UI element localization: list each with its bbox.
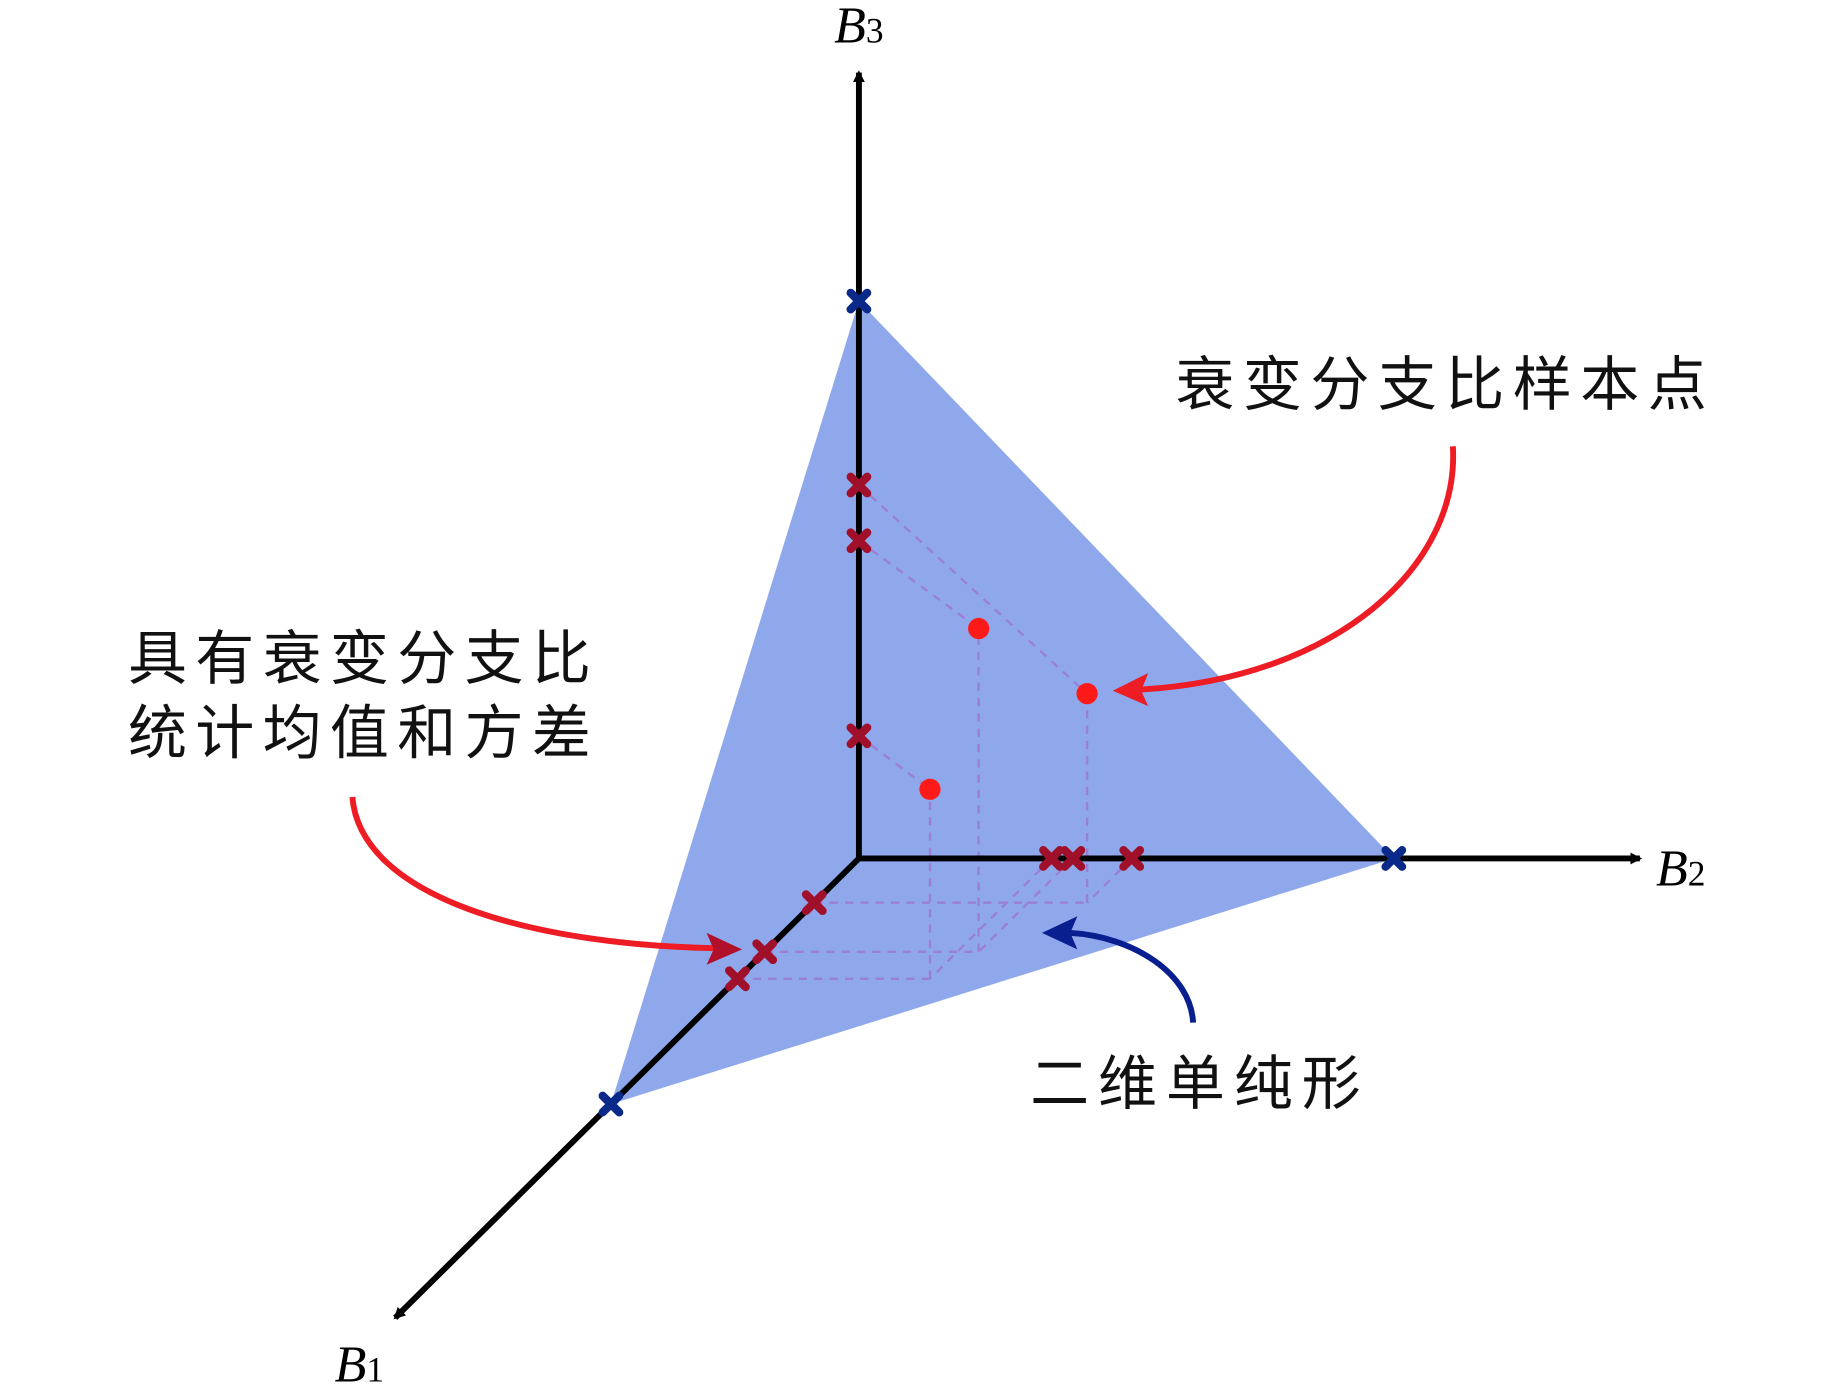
vertex-marker-b3 (846, 288, 872, 314)
stats-arrow (349, 796, 715, 952)
simplex-arrowhead (1041, 916, 1078, 950)
axis-marker-b2 (1119, 846, 1145, 871)
simplex-label: 二维单纯形 (1030, 1049, 1361, 1118)
vertex-marker-b1-glyph (598, 1091, 624, 1117)
axis-label-b1: B1 (335, 1337, 384, 1391)
vertex-marker-b2 (1381, 846, 1407, 871)
axis-marker-b2-glyph (1119, 846, 1145, 871)
vertex-marker-b2-glyph (1381, 846, 1407, 871)
axis-marker-b1-glyph (752, 939, 778, 965)
axis-marker-b3-glyph (846, 723, 872, 749)
axis-marker-b1 (752, 939, 778, 965)
axis-marker-b3-glyph (846, 472, 872, 498)
sample-points-label: 衰变分支比样本点 (1175, 350, 1706, 419)
axis-label-b2: B2 (1656, 841, 1705, 898)
sample-point (968, 617, 990, 640)
stats-arrowhead (706, 932, 743, 965)
axis-marker-b2 (1060, 846, 1086, 871)
sample-points-arrowhead (1112, 673, 1149, 707)
axis-marker-b1-glyph (725, 966, 750, 992)
axis-marker-b2-glyph (1039, 846, 1064, 871)
axis-b1 (393, 856, 861, 1320)
sample-points-arrow (1139, 446, 1456, 693)
axis-marker-b1 (801, 890, 827, 916)
vertex-marker-b3-glyph (846, 288, 872, 314)
axis-marker-b3-glyph (846, 528, 872, 554)
axis-label-b3: B3 (834, 0, 883, 55)
axis-marker-b1-glyph (801, 890, 827, 916)
projection-b2-0 (1086, 857, 1133, 904)
stats-label-line1: 具有衰变分支比 (128, 624, 591, 693)
simplex-triangle (610, 301, 1394, 1105)
axis-marker-b2 (1039, 846, 1064, 871)
sample-point (1076, 683, 1098, 705)
vertex-marker-b1 (598, 1091, 624, 1117)
sample-point (919, 778, 941, 800)
stats-label-line2: 统计均值和方差 (128, 698, 591, 767)
projection-b2-2 (929, 857, 1053, 980)
projection-b3-1 (858, 539, 980, 630)
axis-marker-b3 (846, 472, 872, 498)
simplex-arrow (1068, 929, 1197, 1023)
projection-b2-1 (977, 857, 1074, 953)
axis-marker-b1 (725, 966, 750, 992)
axis-marker-b3 (846, 723, 872, 749)
projection-b3-0 (858, 484, 1088, 695)
axis-marker-b2-glyph (1060, 846, 1086, 871)
axis-marker-b3 (846, 528, 872, 554)
